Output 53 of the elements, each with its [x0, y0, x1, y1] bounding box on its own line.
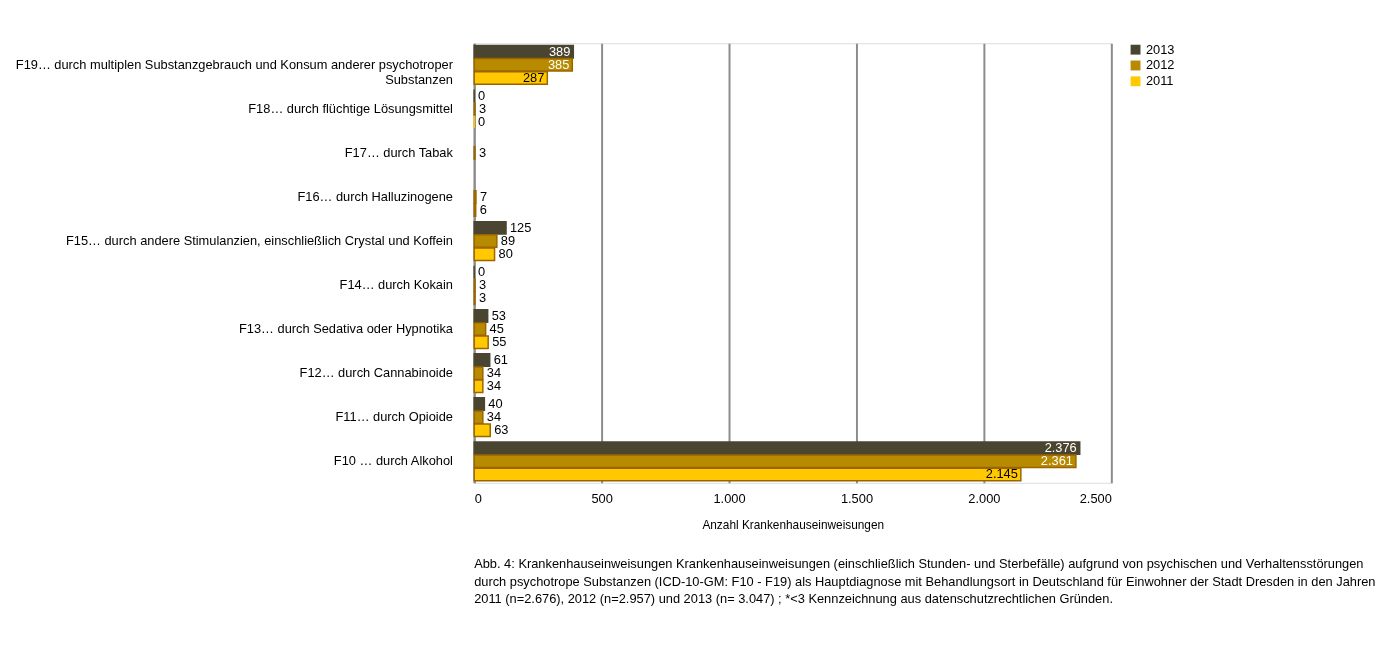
data-label: 3 — [478, 100, 487, 116]
x-axis-title: Anzahl Krankenhauseinweisungen — [702, 517, 885, 532]
data-label: 3 — [478, 144, 487, 160]
x-tick-label: 2.500 — [1079, 491, 1112, 507]
data-label: 287 — [522, 69, 545, 85]
y-tick-label: F16… durch Halluzinogene — [297, 188, 453, 204]
y-tick-label: F14… durch Kokain — [339, 277, 453, 293]
bar — [473, 397, 486, 412]
legend-label: 2012 — [1145, 57, 1175, 73]
x-tick-label: 500 — [591, 491, 613, 507]
data-label: 0 — [478, 263, 486, 279]
data-label: 6 — [479, 202, 487, 218]
legend-label: 2011 — [1145, 73, 1174, 89]
x-tick-label: 1.500 — [840, 491, 874, 507]
data-label: 2.361 — [1040, 453, 1073, 469]
bar — [473, 220, 507, 235]
y-tick-label: F10 … durch Alkohol — [333, 453, 453, 469]
data-label: 7 — [479, 188, 488, 204]
data-label: 80 — [498, 246, 513, 262]
data-label: 34 — [486, 378, 502, 394]
caption: Abb. 4: Krankenhauseinweisungen Krankenhauseinweisungen (einschließlich Stunden- und Sterbefälle) aufgrund von psychischen und Verhaltensstörungen durch psychotrope Substanzen (ICD-10-GM: F10 - F19) als Hauptdiagnose mit Behandlungsort in Deutschland für Einwohner der Stadt Dresden in den Jahren 2011 (n=2.676), 2012 (n=2.957) und 2013 (n= 3.047) ; *<3 Kennzeichnung aus datenschutzrechtlichen Gründen. — [474, 555, 1376, 607]
bar — [473, 441, 1081, 456]
data-label: 0 — [478, 87, 486, 103]
x-tick-label: 1.000 — [713, 491, 746, 507]
data-label: 3 — [478, 277, 487, 293]
data-label: 389 — [548, 43, 571, 59]
data-label: 89 — [500, 232, 516, 248]
legend-label: 2013 — [1145, 41, 1175, 57]
y-tick-label: F17… durch Tabak — [344, 144, 454, 160]
data-label: 63 — [494, 422, 509, 438]
data-label: 53 — [491, 307, 506, 323]
data-label: 55 — [492, 334, 507, 350]
bar — [473, 353, 491, 368]
y-tick-label: F13… durch Sedativa oder Hypnotika — [239, 321, 454, 337]
y-tick-label: F15… durch andere Stimulanzien, einschließlich Crystal und Koffein — [65, 232, 453, 248]
data-label: 385 — [547, 56, 570, 72]
data-label: 45 — [489, 321, 504, 337]
bar — [473, 309, 489, 323]
y-tick-label: F12… durch Cannabinoide — [299, 365, 453, 381]
data-label: 125 — [509, 219, 532, 235]
data-label: 34 — [486, 365, 502, 381]
x-tick-label: 2.000 — [968, 491, 1001, 507]
data-label: 2.145 — [985, 466, 1018, 482]
y-tick-label: F11… durch Opioide — [335, 409, 453, 425]
y-tick-label: F19… durch multiplen Substanzgebrauch und Konsum anderer psychotroper Substanzen — [15, 56, 454, 87]
y-tick-label: F18… durch flüchtige Lösungsmittel — [248, 100, 453, 116]
data-label: 61 — [493, 351, 508, 367]
data-label: 40 — [488, 396, 503, 412]
data-label: 3 — [478, 290, 487, 306]
data-label: 34 — [486, 409, 502, 425]
data-label: 0 — [478, 113, 486, 129]
x-tick-label: 0 — [474, 491, 482, 507]
data-label: 2.376 — [1044, 440, 1077, 456]
